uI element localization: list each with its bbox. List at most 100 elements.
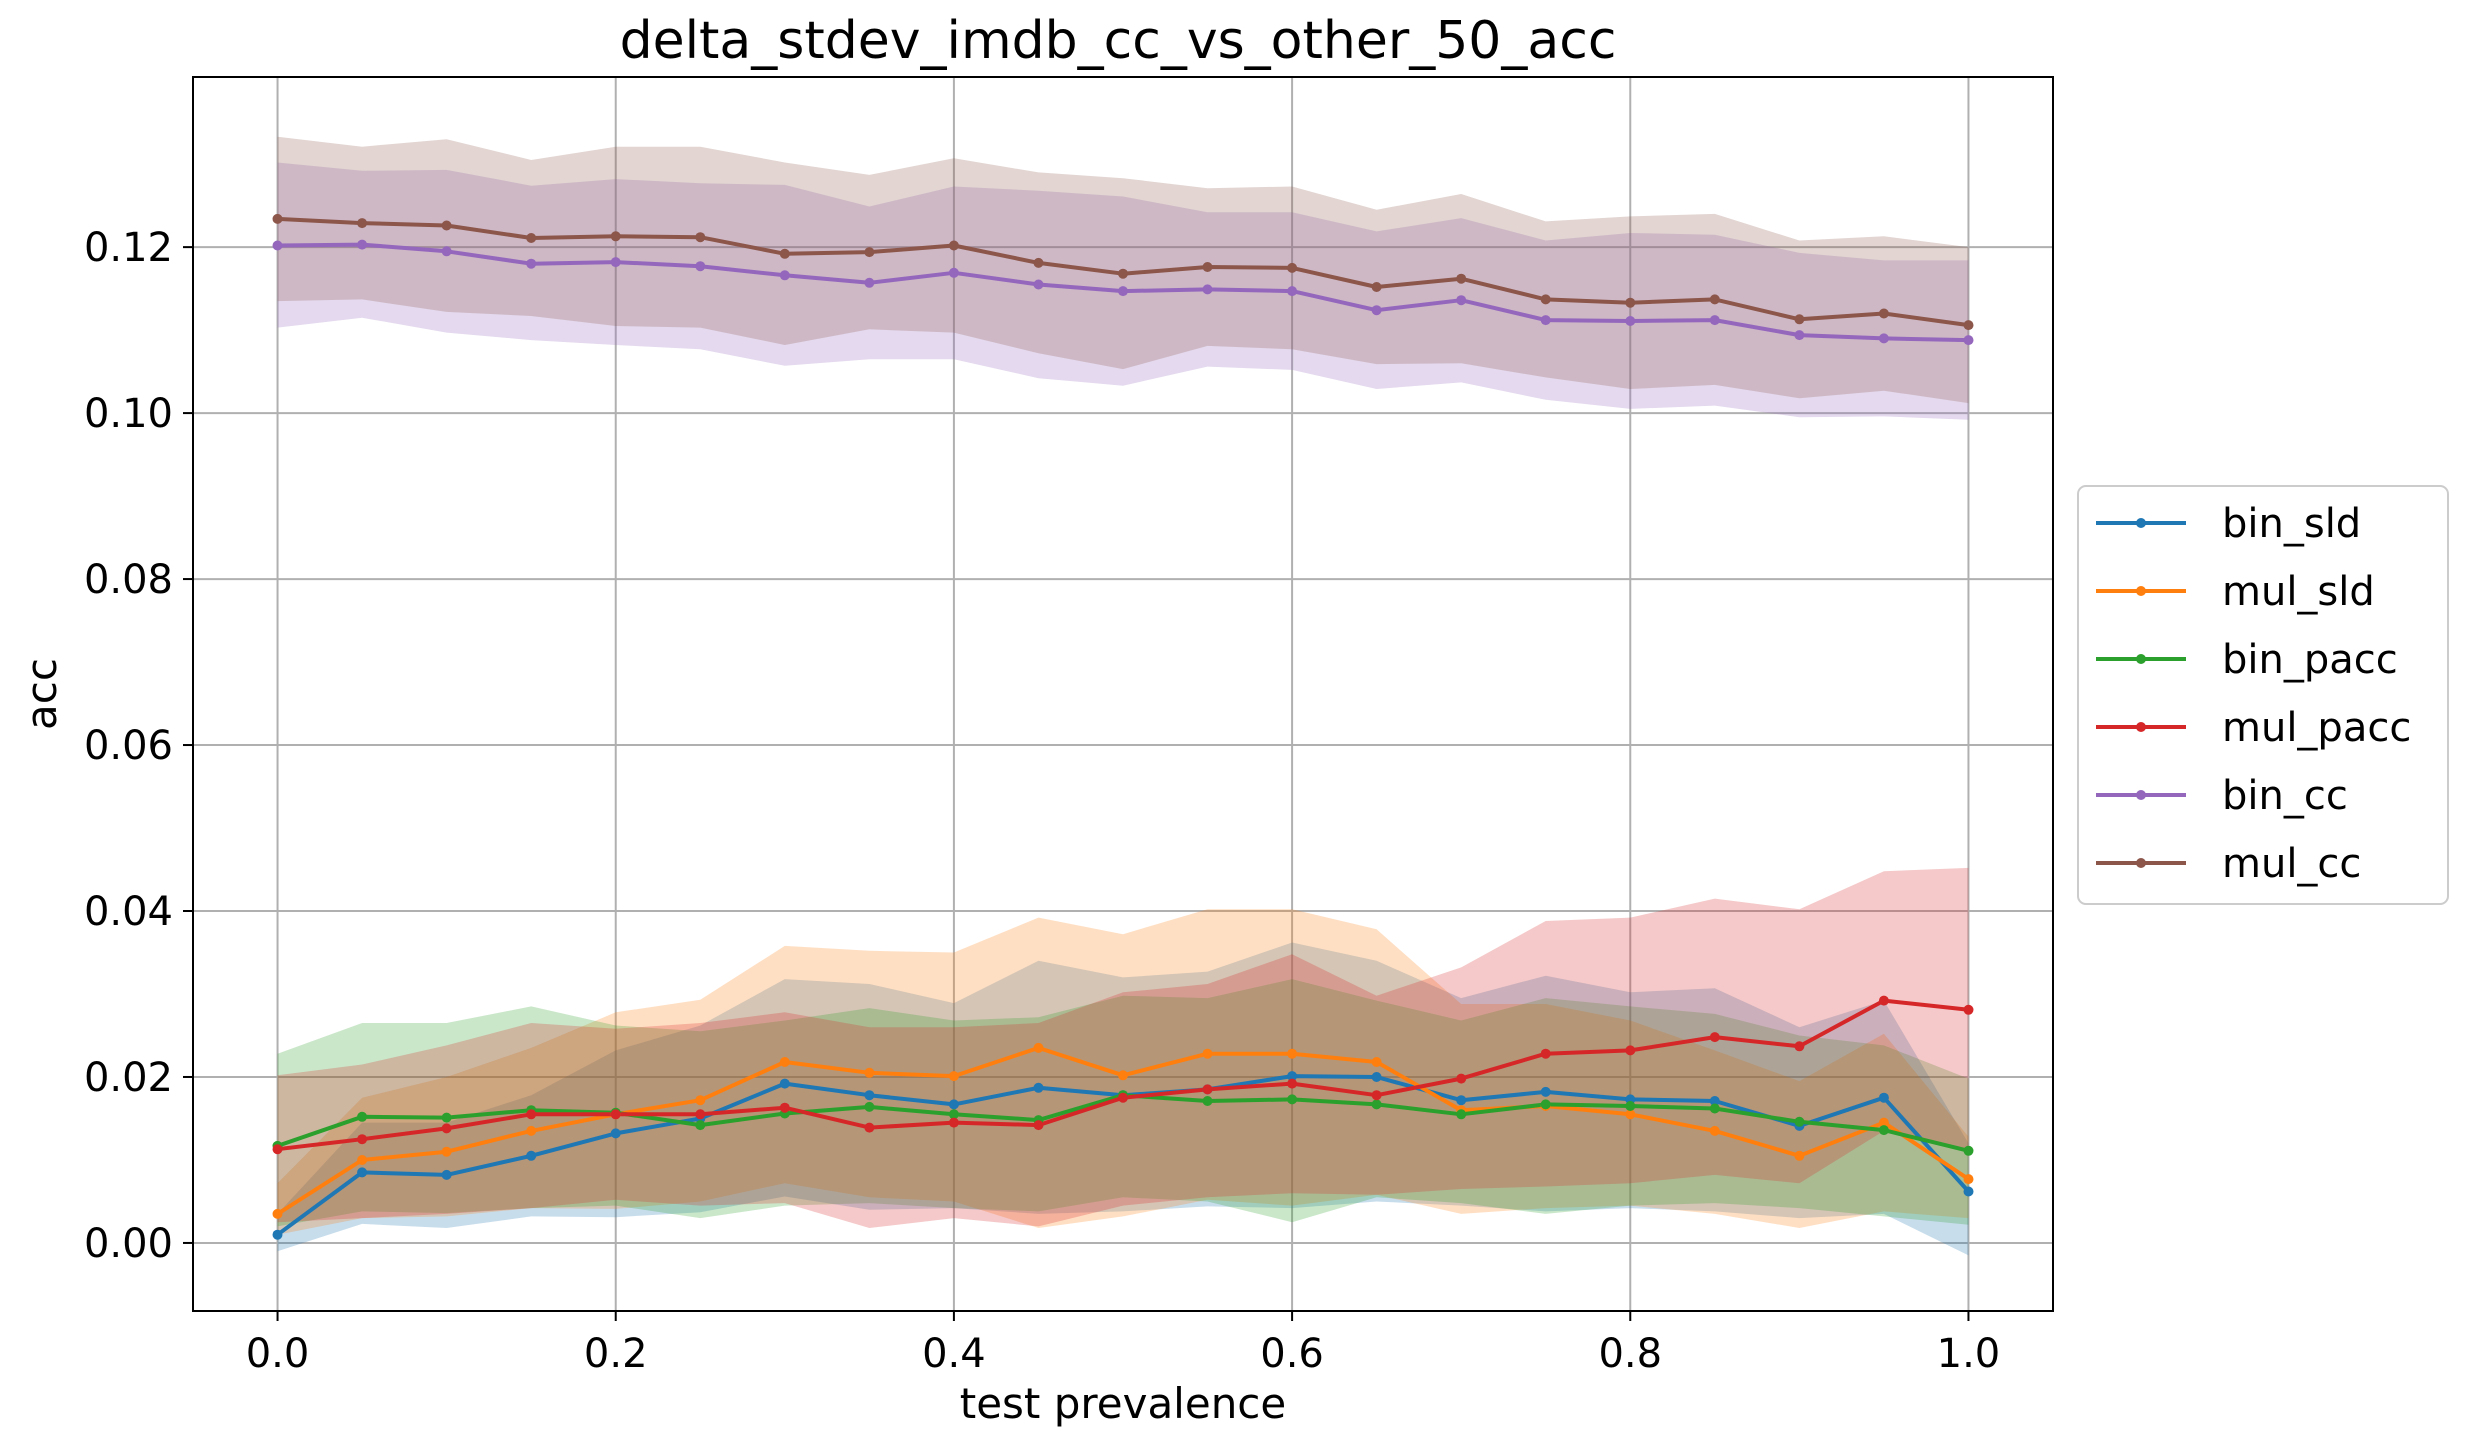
point-bin_cc bbox=[610, 257, 621, 268]
point-mul_pacc bbox=[1456, 1073, 1467, 1084]
point-mul_sld bbox=[695, 1095, 706, 1106]
point-mul_pacc bbox=[695, 1109, 706, 1120]
point-mul_pacc bbox=[1963, 1004, 1974, 1015]
x-tick-label: 0.0 bbox=[246, 1331, 310, 1377]
legend-marker-bin_pacc bbox=[2136, 654, 2146, 664]
point-bin_cc bbox=[779, 270, 790, 281]
point-bin_sld bbox=[1540, 1086, 1551, 1097]
point-bin_pacc bbox=[441, 1112, 452, 1123]
point-bin_cc bbox=[357, 239, 368, 250]
point-bin_sld bbox=[1963, 1186, 1974, 1197]
legend-label-bin_sld: bin_sld bbox=[2222, 501, 2361, 547]
point-mul_pacc bbox=[864, 1122, 875, 1133]
chart-title: delta_stdev_imdb_cc_vs_other_50_acc bbox=[620, 11, 1617, 71]
x-tick-label: 0.6 bbox=[1260, 1331, 1324, 1377]
legend-label-bin_pacc: bin_pacc bbox=[2222, 637, 2398, 683]
point-mul_pacc bbox=[1371, 1090, 1382, 1101]
point-mul_pacc bbox=[1878, 995, 1889, 1006]
legend-marker-mul_sld bbox=[2136, 586, 2146, 596]
point-mul_cc bbox=[1118, 268, 1128, 279]
point-bin_sld bbox=[1878, 1092, 1889, 1103]
point-mul_sld bbox=[441, 1146, 452, 1157]
point-bin_cc bbox=[948, 267, 959, 278]
point-mul_cc bbox=[948, 240, 959, 251]
band-mul_pacc bbox=[277, 867, 1969, 1228]
point-mul_sld bbox=[1625, 1109, 1636, 1120]
y-axis-label: acc bbox=[17, 658, 66, 730]
point-mul_cc bbox=[1625, 297, 1636, 308]
point-bin_cc bbox=[695, 261, 706, 272]
point-mul_cc bbox=[1963, 320, 1974, 331]
point-mul_pacc bbox=[1202, 1084, 1213, 1095]
point-mul_cc bbox=[1794, 314, 1805, 325]
point-bin_cc bbox=[1033, 279, 1044, 290]
legend-label-mul_sld: mul_sld bbox=[2222, 569, 2375, 615]
y-tick-label: 0.02 bbox=[84, 1055, 173, 1101]
point-bin_pacc bbox=[695, 1120, 706, 1131]
point-mul_sld bbox=[1202, 1048, 1213, 1059]
point-mul_pacc bbox=[610, 1109, 621, 1120]
point-bin_sld bbox=[948, 1099, 959, 1110]
plot-area bbox=[192, 76, 2054, 1312]
point-bin_cc bbox=[1963, 335, 1974, 346]
point-bin_pacc bbox=[1456, 1109, 1467, 1120]
point-mul_sld bbox=[272, 1208, 283, 1219]
point-bin_pacc bbox=[864, 1101, 875, 1112]
point-mul_sld bbox=[1963, 1174, 1974, 1185]
point-bin_cc bbox=[1456, 295, 1467, 306]
point-mul_sld bbox=[864, 1067, 875, 1078]
point-mul_cc bbox=[357, 218, 368, 229]
y-tick-label: 0.08 bbox=[84, 557, 173, 603]
point-mul_sld bbox=[948, 1071, 959, 1082]
point-mul_pacc bbox=[357, 1134, 368, 1145]
point-mul_pacc bbox=[1794, 1041, 1805, 1052]
point-bin_sld bbox=[272, 1229, 283, 1240]
point-bin_pacc bbox=[1287, 1094, 1298, 1105]
point-bin_cc bbox=[1287, 286, 1298, 297]
legend-marker-bin_sld bbox=[2136, 518, 2146, 528]
y-axis-ticks: 0.00 0.02 0.04 0.06 0.08 0.10 0.12 bbox=[84, 225, 193, 1267]
point-mul_pacc bbox=[779, 1102, 790, 1113]
point-mul_sld bbox=[779, 1057, 790, 1067]
y-tick-label: 0.10 bbox=[84, 391, 173, 437]
y-tick-label: 0.12 bbox=[84, 225, 173, 271]
point-bin_sld bbox=[441, 1169, 452, 1180]
point-mul_cc bbox=[272, 213, 283, 224]
y-tick-label: 0.04 bbox=[84, 889, 173, 935]
legend-label-mul_cc: mul_cc bbox=[2222, 841, 2361, 887]
x-axis-ticks: 0.0 0.2 0.4 0.6 0.8 1.0 bbox=[246, 1311, 2000, 1377]
point-mul_sld bbox=[1794, 1150, 1805, 1161]
band-bin_pacc bbox=[277, 979, 1969, 1227]
point-mul_cc bbox=[1371, 282, 1382, 292]
point-bin_sld bbox=[526, 1150, 537, 1161]
point-bin_sld bbox=[357, 1167, 368, 1178]
point-bin_sld bbox=[1709, 1096, 1720, 1106]
point-bin_pacc bbox=[1540, 1099, 1551, 1110]
point-mul_cc bbox=[1456, 273, 1467, 284]
point-mul_pacc bbox=[441, 1123, 452, 1134]
point-mul_sld bbox=[1371, 1057, 1382, 1067]
x-tick-label: 0.8 bbox=[1598, 1331, 1662, 1377]
point-bin_sld bbox=[779, 1078, 790, 1089]
point-mul_pacc bbox=[1540, 1048, 1551, 1059]
point-bin_cc bbox=[1794, 330, 1805, 341]
point-bin_pacc bbox=[1963, 1145, 1974, 1156]
y-tick-label: 0.00 bbox=[84, 1221, 173, 1267]
point-mul_cc bbox=[1033, 257, 1044, 268]
series-points bbox=[272, 213, 1974, 1240]
legend: bin_sld mul_sld bin_pacc mul_pacc bin_cc mul_… bbox=[2077, 485, 2449, 905]
point-mul_sld bbox=[357, 1155, 368, 1165]
point-mul_pacc bbox=[1118, 1092, 1128, 1103]
point-mul_pacc bbox=[272, 1144, 283, 1155]
legend-marker-mul_pacc bbox=[2136, 722, 2146, 732]
point-bin_pacc bbox=[1878, 1125, 1889, 1136]
point-mul_pacc bbox=[948, 1117, 959, 1128]
legend-marker-mul_cc bbox=[2136, 858, 2146, 868]
point-bin_pacc bbox=[1625, 1101, 1636, 1111]
point-mul_cc bbox=[695, 232, 706, 243]
point-mul_cc bbox=[864, 247, 875, 258]
point-mul_sld bbox=[1878, 1117, 1889, 1128]
point-bin_pacc bbox=[357, 1111, 368, 1122]
plot-background bbox=[193, 77, 2053, 1311]
